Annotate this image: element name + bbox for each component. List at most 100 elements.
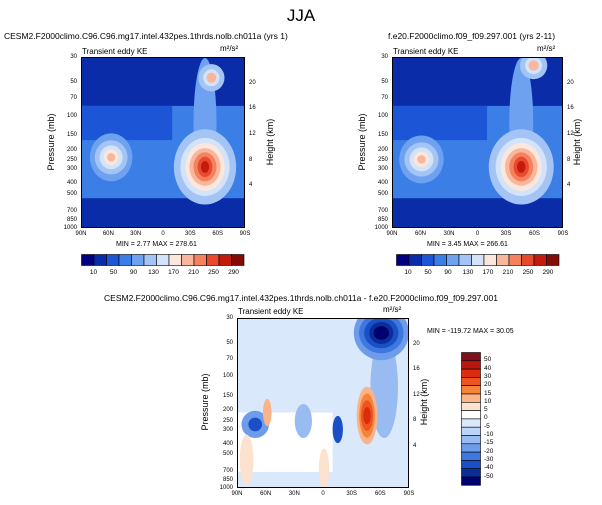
x-tick-label: 60S <box>374 491 386 497</box>
colorbar-swatch <box>461 401 481 411</box>
colorbar-swatch <box>420 254 434 266</box>
panel-1-heatmap <box>82 58 244 227</box>
y-right-tick-label: 12 <box>567 130 574 137</box>
y-tick-label: 850 <box>222 477 233 484</box>
x-tick-label: 90N <box>231 491 243 497</box>
colorbar-swatch <box>533 254 547 266</box>
x-tick-label: 0 <box>321 491 325 497</box>
y-tick-label: 400 <box>222 440 233 447</box>
y-tick-label: 500 <box>377 191 388 198</box>
x-tick-label: 90S <box>403 491 415 497</box>
colorbar-swatch <box>461 443 481 453</box>
field-neg-column <box>370 336 398 438</box>
y-right-tick-label: 4 <box>249 182 253 189</box>
field-feature-2-contour-2 <box>206 72 217 83</box>
colorbar-swatch <box>218 254 232 266</box>
colorbar-swatch <box>483 254 497 266</box>
page-title: JJA <box>286 6 316 25</box>
y-right-tick-label: 16 <box>567 105 574 112</box>
colorbar-swatch <box>106 254 120 266</box>
panel-1-title: CESM2.F2000climo.C96.C96.mg17.intel.432p… <box>4 31 288 41</box>
colorbar-swatch <box>461 393 481 403</box>
field-pos-blob-1 <box>262 398 272 427</box>
colorbar-swatch <box>461 476 481 486</box>
field-feature-1-contour-4 <box>107 153 116 162</box>
colorbar-label: 50 <box>109 269 118 276</box>
y-tick-label: 50 <box>226 339 233 346</box>
colorbar-swatch <box>131 254 145 266</box>
x-tick-label: 60N <box>414 231 426 237</box>
panel-2-ylabel-right: Height (km) <box>572 118 582 166</box>
colorbar-label: 290 <box>542 269 554 276</box>
x-tick-label: 90S <box>557 231 569 237</box>
y-tick-label: 500 <box>222 451 233 458</box>
panel-1-minmax: MIN = 2.77 MAX = 278.61 <box>116 241 197 248</box>
colorbar-swatch <box>508 254 522 266</box>
x-tick-label: 90N <box>386 231 398 237</box>
y-tick-label: 200 <box>222 406 233 413</box>
x-tick-label: 30N <box>443 231 455 237</box>
panel-3-subtitle: Transient eddy KE <box>238 307 304 316</box>
colorbar-swatch <box>520 254 534 266</box>
colorbar-label: 90 <box>444 269 452 276</box>
field-feature-0-contour-6 <box>516 160 526 173</box>
y-tick-label: 700 <box>222 467 233 474</box>
panel-3-minmax: MIN = -119.72 MAX = 30.05 <box>427 328 514 335</box>
colorbar-label: -20 <box>484 447 494 455</box>
x-tick-label: 90S <box>239 231 251 237</box>
x-tick-label: 60S <box>212 231 223 237</box>
panel-3-colorbar <box>461 352 481 486</box>
colorbar-label: -50 <box>484 472 494 480</box>
y-tick-label: 30 <box>226 315 233 321</box>
colorbar-swatch <box>231 254 245 266</box>
colorbar-swatch <box>168 254 182 266</box>
panel-3-units: m²/s² <box>383 305 402 314</box>
y-tick-label: 300 <box>222 426 233 433</box>
colorbar-swatch <box>93 254 107 266</box>
colorbar-swatch <box>461 360 481 370</box>
panel-3-heatmap <box>238 319 408 487</box>
y-tick-label: 1000 <box>374 225 388 231</box>
colorbar-label: 10 <box>89 269 98 276</box>
x-tick-label: 30S <box>500 231 512 237</box>
panel-3-ylabel: Pressure (mb) <box>200 373 210 431</box>
y-tick-label: 100 <box>66 112 77 119</box>
field-lower-band <box>82 198 244 227</box>
y-tick-label: 300 <box>66 166 77 173</box>
colorbar-swatch <box>461 352 481 362</box>
colorbar-label: -15 <box>484 439 494 447</box>
y-tick-label: 400 <box>377 180 388 187</box>
panel-3-title: CESM2.F2000climo.C96.C96.mg17.intel.432p… <box>104 293 498 303</box>
y-right-tick-label: 4 <box>567 182 571 189</box>
colorbar-label: 130 <box>148 269 159 276</box>
panel-1-ylabel: Pressure (mb) <box>46 113 56 171</box>
y-tick-label: 1000 <box>219 485 233 491</box>
panel-1-plot-area <box>81 57 245 228</box>
colorbar-label: 10 <box>484 397 492 405</box>
panel-1-subtitle: Transient eddy KE <box>82 47 148 56</box>
field-feature-1-contour-3 <box>363 407 371 425</box>
colorbar-swatch <box>461 460 481 470</box>
y-tick-label: 850 <box>377 217 388 224</box>
field-feature-0-contour-4 <box>373 326 390 340</box>
panel-2-title: f.e20.F2000climo.f09_f09.297.001 (yrs 2-… <box>388 31 556 41</box>
x-tick-label: 30N <box>288 491 300 497</box>
field-neg-blob-1-core <box>248 417 263 432</box>
y-right-tick-label: 16 <box>249 105 256 112</box>
colorbar-label: -30 <box>484 455 494 463</box>
colorbar-label: 40 <box>484 364 492 372</box>
y-right-tick-label: 8 <box>249 156 253 163</box>
field-lower-band <box>393 198 562 227</box>
field-feature-0-contour-6 <box>200 160 210 173</box>
y-tick-label: 30 <box>381 54 388 60</box>
y-tick-label: 300 <box>377 166 388 173</box>
y-tick-label: 400 <box>66 180 77 187</box>
colorbar-swatch <box>470 254 484 266</box>
colorbar-label: -40 <box>484 464 494 472</box>
y-tick-label: 250 <box>222 417 233 424</box>
y-right-tick-label: 4 <box>413 442 417 449</box>
x-tick-label: 90N <box>75 231 87 237</box>
colorbar-swatch <box>495 254 509 266</box>
colorbar-label: 210 <box>502 269 514 276</box>
colorbar-label: 130 <box>462 269 474 276</box>
